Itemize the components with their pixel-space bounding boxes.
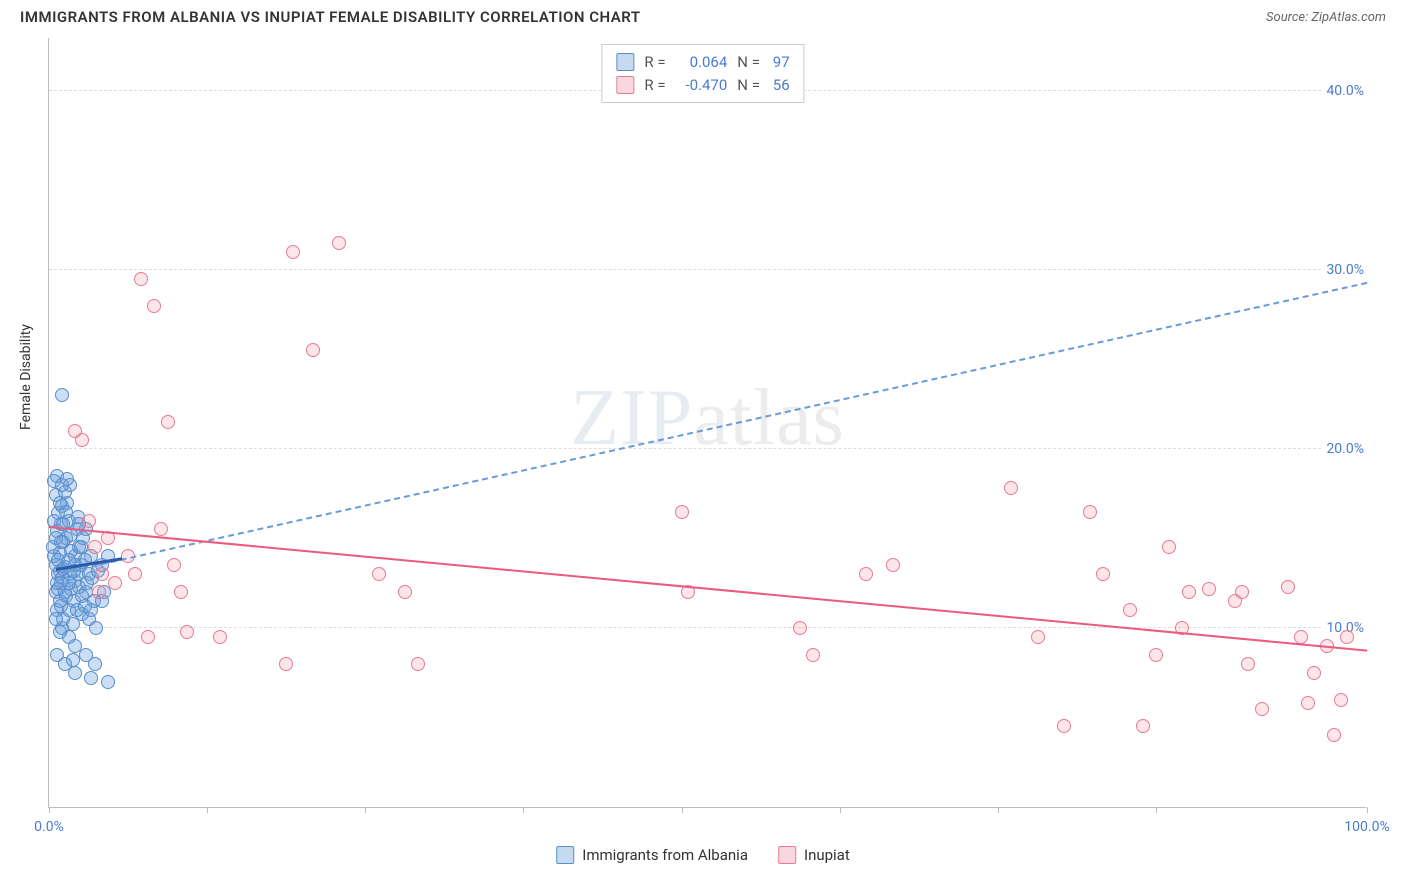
data-point [134, 272, 148, 286]
data-point [793, 621, 807, 635]
swatch-icon [556, 846, 574, 864]
data-point [859, 567, 873, 581]
series-legend: Immigrants from Albania Inupiat [556, 846, 850, 864]
chart-plot-area: ZIPatlas 10.0%20.0%30.0%40.0%0.0%100.0% [48, 38, 1366, 808]
data-point [154, 522, 168, 536]
y-tick-label: 30.0% [1322, 262, 1368, 278]
data-point [1235, 585, 1249, 599]
data-point [89, 621, 103, 635]
swatch-icon [616, 76, 634, 94]
data-point [53, 496, 67, 510]
stats-legend-box: R = 0.064 N = 97 R = -0.470 N = 56 [601, 44, 804, 103]
data-point [101, 675, 115, 689]
legend-item: Immigrants from Albania [556, 846, 748, 864]
stats-row: R = -0.470 N = 56 [616, 74, 789, 97]
data-point [213, 630, 227, 644]
x-tick [49, 807, 50, 813]
data-point [174, 585, 188, 599]
data-point [1004, 481, 1018, 495]
data-point [141, 630, 155, 644]
data-point [1096, 567, 1110, 581]
data-point [62, 576, 76, 590]
data-point [1057, 719, 1071, 733]
data-point [1123, 603, 1137, 617]
data-point [1327, 728, 1341, 742]
data-point [398, 585, 412, 599]
data-point [147, 299, 161, 313]
data-point [68, 666, 82, 680]
data-point [88, 657, 102, 671]
data-point [49, 612, 63, 626]
data-point [60, 472, 74, 486]
data-point [1307, 666, 1321, 680]
data-point [53, 625, 67, 639]
data-point [92, 585, 106, 599]
data-point [88, 540, 102, 554]
x-tick-label: 0.0% [34, 819, 64, 835]
data-point [1182, 585, 1196, 599]
x-tick [523, 807, 524, 813]
data-point [95, 567, 109, 581]
x-tick [998, 807, 999, 813]
data-point [1202, 582, 1216, 596]
data-point [1294, 630, 1308, 644]
y-tick-label: 20.0% [1322, 441, 1368, 457]
gridline [49, 269, 1366, 270]
gridline [49, 627, 1366, 628]
data-point [108, 576, 122, 590]
x-tick [1156, 807, 1157, 813]
data-point [286, 245, 300, 259]
data-point [167, 558, 181, 572]
data-point [180, 625, 194, 639]
data-point [411, 657, 425, 671]
data-point [84, 671, 98, 685]
data-point [54, 535, 68, 549]
data-point [675, 505, 689, 519]
trend-line [62, 282, 1367, 574]
x-tick [1367, 807, 1368, 813]
source-label: Source: ZipAtlas.com [1266, 10, 1386, 25]
data-point [74, 540, 88, 554]
data-point [1241, 657, 1255, 671]
x-tick [207, 807, 208, 813]
data-point [55, 388, 69, 402]
data-point [306, 343, 320, 357]
swatch-icon [616, 53, 634, 71]
data-point [1301, 696, 1315, 710]
x-tick-label: 100.0% [1344, 819, 1389, 835]
legend-item: Inupiat [778, 846, 850, 864]
data-point [1149, 648, 1163, 662]
data-point [1255, 702, 1269, 716]
x-tick [365, 807, 366, 813]
x-tick [682, 807, 683, 813]
data-point [806, 648, 820, 662]
data-point [1340, 630, 1354, 644]
gridline [49, 448, 1366, 449]
data-point [1031, 630, 1045, 644]
data-point [78, 599, 92, 613]
data-point [1136, 719, 1150, 733]
data-point [332, 236, 346, 250]
data-point [82, 514, 96, 528]
data-point [1083, 505, 1097, 519]
data-point [161, 415, 175, 429]
data-point [128, 567, 142, 581]
y-axis-label: Female Disability [18, 324, 34, 430]
data-point [279, 657, 293, 671]
y-tick-label: 40.0% [1322, 83, 1368, 99]
data-point [51, 553, 65, 567]
data-point [1162, 540, 1176, 554]
data-point [372, 567, 386, 581]
stats-row: R = 0.064 N = 97 [616, 51, 789, 74]
swatch-icon [778, 846, 796, 864]
chart-title: IMMIGRANTS FROM ALBANIA VS INUPIAT FEMAL… [20, 8, 641, 26]
data-point [75, 433, 89, 447]
x-tick [840, 807, 841, 813]
data-point [1281, 580, 1295, 594]
data-point [886, 558, 900, 572]
data-point [1334, 693, 1348, 707]
